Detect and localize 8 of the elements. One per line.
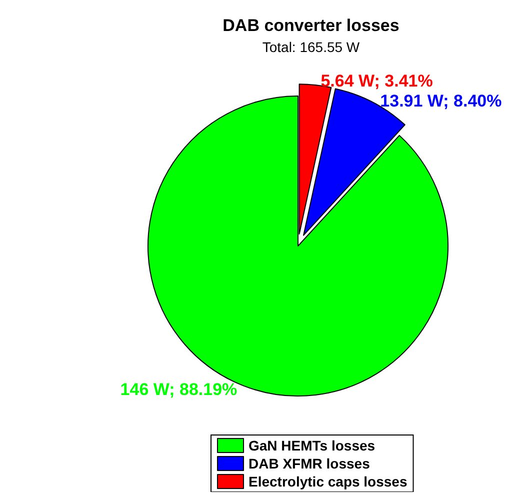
data-label: 5.64 W; 3.41% bbox=[320, 71, 433, 90]
legend-label: GaN HEMTs losses bbox=[248, 438, 376, 454]
data-label: 13.91 W; 8.40% bbox=[380, 92, 502, 111]
chart-subtitle: Total: 165.55 W bbox=[262, 39, 360, 55]
chart-title: DAB converter losses bbox=[222, 16, 400, 35]
legend-label: DAB XFMR losses bbox=[248, 456, 370, 472]
data-label: 146 W; 88.19% bbox=[120, 380, 238, 400]
legend-label: Electrolytic caps losses bbox=[248, 474, 408, 490]
